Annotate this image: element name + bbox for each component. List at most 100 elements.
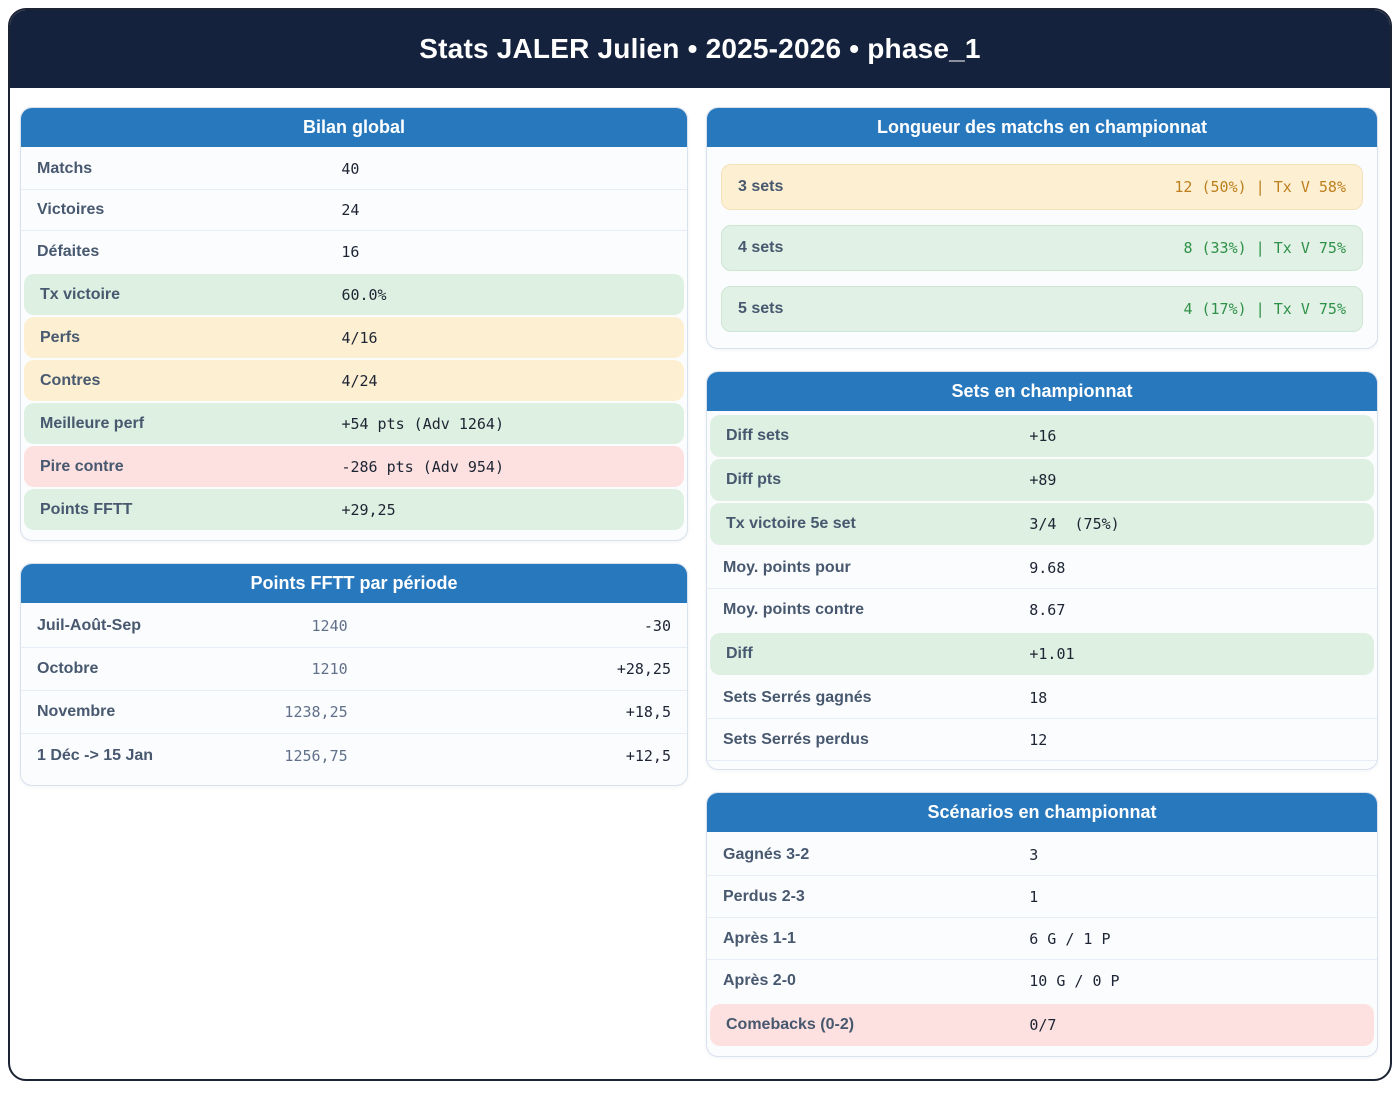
stat-value: -286 pts (Adv 954) (341, 457, 504, 476)
period-points: 1256,75 (284, 746, 348, 765)
stat-row-points-fftt: Points FFTT +29,25 (24, 489, 684, 530)
pill-row-3-sets: 3 sets 12 (50%) | Tx V 58% (721, 164, 1363, 210)
stat-row-perfs: Perfs 4/16 (24, 317, 684, 358)
period-row-novembre: Novembre 1238,25 +18,5 (21, 691, 687, 734)
stat-label: Diff (726, 645, 753, 662)
stat-row-diff-pts: Diff pts +89 (710, 459, 1374, 501)
period-delta: -30 (643, 617, 671, 635)
stat-value: 0/7 (1029, 1016, 1057, 1034)
stat-value: 16 (341, 242, 360, 261)
period-label: 1 Déc -> 15 Jan (37, 746, 154, 764)
card-body-scenarios: Gagnés 3-2 3 Perdus 2-3 1 Après 1-1 6 G … (707, 832, 1377, 1056)
period-row-juil-aout-sep: Juil-Août-Sep 1240 -30 (21, 605, 687, 648)
period-points: 1210 (311, 660, 348, 678)
stat-value: 9.68 (1029, 558, 1066, 577)
stat-label: Défaites (37, 242, 100, 260)
period-delta: +28,25 (616, 660, 671, 678)
card-title-bilan: Bilan global (21, 108, 687, 147)
stat-row-moy-points-contre: Moy. points contre 8.67 (707, 589, 1377, 631)
title-bar: Stats JALER Julien • 2025-2026 • phase_1 (10, 10, 1390, 88)
period-delta: +18,5 (625, 703, 671, 721)
stat-value: +16 (1029, 427, 1057, 445)
stat-row-diff: Diff +1.01 (710, 633, 1374, 675)
stat-row-victoires: Victoires 24 (21, 190, 687, 231)
stat-value: 6 G / 1 P (1029, 929, 1111, 948)
stat-row-pire-contre: Pire contre -286 pts (Adv 954) (24, 446, 684, 487)
stat-label: Sets Serrés perdus (723, 730, 869, 748)
stat-label: Après 2-0 (723, 972, 796, 989)
card-title-longueur: Longueur des matchs en championnat (707, 108, 1377, 147)
stat-row-sets-serres-perdus: Sets Serrés perdus 12 (707, 719, 1377, 761)
pill-label: 4 sets (738, 239, 784, 256)
period-points: 1240 (311, 617, 348, 635)
stat-label: Perdus 2-3 (723, 887, 805, 905)
stat-label: Points FFTT (40, 500, 133, 518)
stat-value: +89 (1029, 471, 1057, 489)
stat-value: 8.67 (1029, 601, 1066, 619)
card-longueur-matchs: Longueur des matchs en championnat 3 set… (706, 107, 1378, 349)
stat-label: Moy. points pour (723, 558, 851, 576)
stat-row-gagnes-3-2: Gagnés 3-2 3 (707, 834, 1377, 876)
stat-row-apres-2-0: Après 2-0 10 G / 0 P (707, 960, 1377, 1002)
pill-row-4-sets: 4 sets 8 (33%) | Tx V 75% (721, 225, 1363, 271)
card-bilan-global: Bilan global Matchs 40 Victoires 24 Défa… (20, 107, 688, 541)
stat-row-apres-1-1: Après 1-1 6 G / 1 P (707, 918, 1377, 960)
stat-label: Moy. points contre (723, 601, 865, 618)
pill-value: 8 (33%) | Tx V 75% (1183, 239, 1346, 257)
stat-value: 12 (1029, 730, 1048, 749)
stat-row-sets-serres-gagnes: Sets Serrés gagnés 18 (707, 677, 1377, 719)
stat-row-matchs: Matchs 40 (21, 149, 687, 190)
stat-label: Victoires (37, 201, 105, 218)
content-area: Bilan global Matchs 40 Victoires 24 Défa… (10, 88, 1390, 1079)
card-body-longueur: 3 sets 12 (50%) | Tx V 58% 4 sets 8 (33%… (707, 147, 1377, 348)
stat-value: +54 pts (Adv 1264) (341, 414, 504, 433)
stat-value: +1.01 (1029, 645, 1075, 663)
card-title-scenarios: Scénarios en championnat (707, 793, 1377, 832)
stat-value: 60.0% (341, 285, 387, 304)
stat-label: Meilleure perf (40, 414, 145, 432)
stat-row-defaites: Défaites 16 (21, 231, 687, 272)
pill-value: 12 (50%) | Tx V 58% (1174, 178, 1346, 196)
period-row-octobre: Octobre 1210 +28,25 (21, 648, 687, 691)
period-delta: +12,5 (625, 746, 671, 765)
period-points: 1238,25 (284, 703, 348, 721)
period-row-dec-jan: 1 Déc -> 15 Jan 1256,75 +12,5 (21, 734, 687, 777)
pill-label: 3 sets (738, 178, 784, 195)
right-column: Longueur des matchs en championnat 3 set… (706, 107, 1378, 1079)
stat-value: 1 (1029, 887, 1039, 906)
card-points-fftt-periode: Points FFTT par période Juil-Août-Sep 12… (20, 563, 688, 786)
stat-row-perdus-2-3: Perdus 2-3 1 (707, 876, 1377, 918)
period-label: Octobre (37, 660, 99, 677)
stat-row-meilleure-perf: Meilleure perf +54 pts (Adv 1264) (24, 403, 684, 444)
stat-value: +29,25 (341, 500, 396, 519)
stat-value: 4/16 (341, 328, 378, 347)
stat-value: 24 (341, 201, 360, 219)
pill-value: 4 (17%) | Tx V 75% (1183, 300, 1346, 318)
stat-value: 40 (341, 160, 360, 178)
card-body-bilan: Matchs 40 Victoires 24 Défaites 16 Tx vi… (21, 147, 687, 540)
card-body-sets: Diff sets +16 Diff pts +89 Tx victoire 5… (707, 411, 1377, 769)
stat-row-tx-victoire: Tx victoire 60.0% (24, 274, 684, 315)
stat-label: Tx victoire 5e set (726, 515, 856, 532)
stat-label: Contres (40, 371, 101, 389)
card-title-sets: Sets en championnat (707, 372, 1377, 411)
pill-label: 5 sets (738, 300, 784, 317)
period-label: Juil-Août-Sep (37, 617, 141, 634)
stat-label: Comebacks (0-2) (726, 1016, 855, 1033)
card-scenarios-championnat: Scénarios en championnat Gagnés 3-2 3 Pe… (706, 792, 1378, 1057)
stat-label: Gagnés 3-2 (723, 845, 810, 863)
stats-page: Stats JALER Julien • 2025-2026 • phase_1… (8, 8, 1392, 1081)
stat-row-tx-victoire-5e-set: Tx victoire 5e set 3/4 (75%) (710, 503, 1374, 545)
stat-value: 18 (1029, 688, 1048, 707)
stat-label: Matchs (37, 160, 93, 177)
card-sets-championnat: Sets en championnat Diff sets +16 Diff p… (706, 371, 1378, 770)
stat-label: Diff sets (726, 427, 790, 444)
left-column: Bilan global Matchs 40 Victoires 24 Défa… (20, 107, 688, 1079)
pill-row-5-sets: 5 sets 4 (17%) | Tx V 75% (721, 286, 1363, 332)
card-title-periodes: Points FFTT par période (21, 564, 687, 603)
page-title: Stats JALER Julien • 2025-2026 • phase_1 (419, 33, 981, 64)
stat-label: Diff pts (726, 471, 782, 488)
stat-row-diff-sets: Diff sets +16 (710, 415, 1374, 457)
stat-label: Sets Serrés gagnés (723, 688, 872, 706)
stat-value: 4/24 (341, 371, 378, 390)
